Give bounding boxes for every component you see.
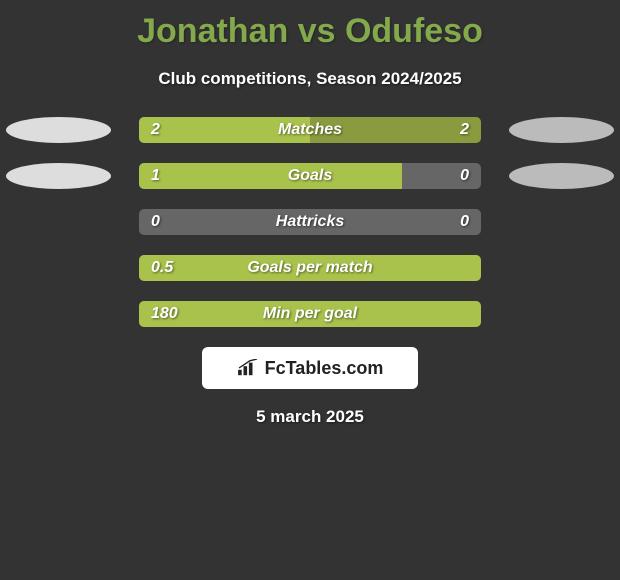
player-left-oval xyxy=(6,117,111,143)
stat-value-right: 0 xyxy=(460,167,469,185)
stat-row: 2 Matches 2 xyxy=(0,117,620,143)
stat-bar: 1 Goals 0 xyxy=(139,163,481,189)
stat-value-left: 2 xyxy=(151,121,160,139)
stat-row: 180 Min per goal xyxy=(0,301,620,327)
stat-value-left: 0.5 xyxy=(151,259,173,277)
player-left-oval xyxy=(6,163,111,189)
page-title: Jonathan vs Odufeso xyxy=(0,0,620,51)
brand-text: FcTables.com xyxy=(265,358,384,379)
stat-row: 1 Goals 0 xyxy=(0,163,620,189)
stat-row: 0 Hattricks 0 xyxy=(0,209,620,235)
player-right-oval xyxy=(509,117,614,143)
stat-value-left: 180 xyxy=(151,305,178,323)
stat-label: Goals xyxy=(288,167,332,185)
stat-value-left: 0 xyxy=(151,213,160,231)
stat-label: Hattricks xyxy=(276,213,344,231)
brand-inner: FcTables.com xyxy=(237,358,384,379)
player-right-oval xyxy=(509,163,614,189)
bar-fill-left xyxy=(139,163,402,189)
stat-row: 0.5 Goals per match xyxy=(0,255,620,281)
stat-bar: 2 Matches 2 xyxy=(139,117,481,143)
stat-label: Matches xyxy=(278,121,342,139)
stat-bar: 0 Hattricks 0 xyxy=(139,209,481,235)
stat-bar: 180 Min per goal xyxy=(139,301,481,327)
stat-bar: 0.5 Goals per match xyxy=(139,255,481,281)
date-text: 5 march 2025 xyxy=(0,407,620,427)
stat-value-right: 0 xyxy=(460,213,469,231)
stats-container: 2 Matches 2 1 Goals 0 0 Hattricks 0 0.5 Goals per … xyxy=(0,117,620,327)
stat-value-left: 1 xyxy=(151,167,160,185)
barchart-icon xyxy=(237,359,259,377)
stat-value-right: 2 xyxy=(460,121,469,139)
stat-label: Min per goal xyxy=(263,305,357,323)
branding-panel: FcTables.com xyxy=(202,347,418,389)
stat-label: Goals per match xyxy=(247,259,372,277)
subtitle: Club competitions, Season 2024/2025 xyxy=(0,69,620,89)
